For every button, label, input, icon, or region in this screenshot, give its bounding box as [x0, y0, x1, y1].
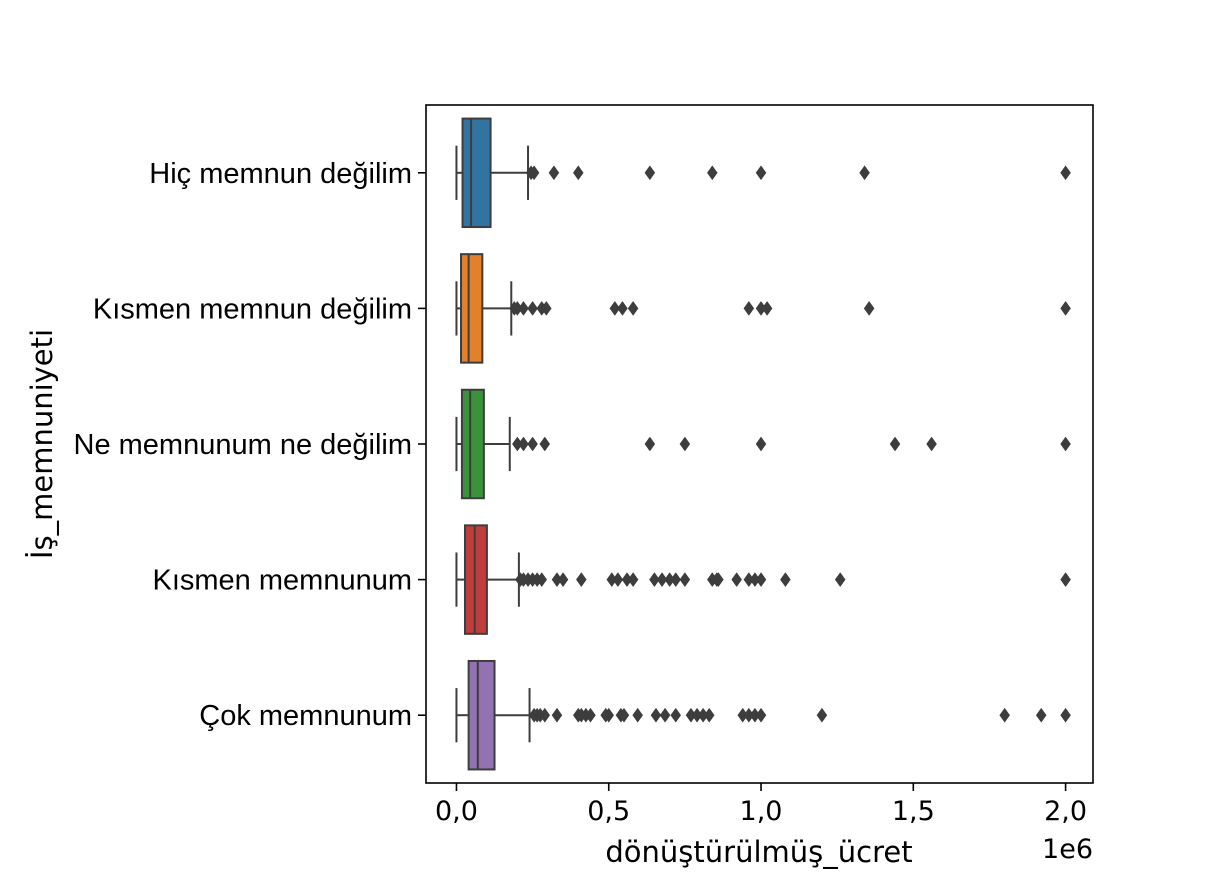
y-axis-title: İş_memnuniyeti: [25, 329, 59, 559]
outlier-point: [618, 707, 630, 723]
outlier-point: [859, 165, 870, 181]
outlier-point: [1060, 165, 1071, 181]
outlier-point: [572, 165, 584, 181]
outlier-point: [834, 572, 846, 588]
x-axis-ticks: 0,0 0,5 1,0 1,5 2,0: [435, 783, 1087, 827]
outlier-point: [632, 707, 643, 723]
outlier-point: [755, 572, 767, 588]
outlier-point: [731, 572, 742, 588]
outlier-point: [540, 300, 552, 316]
outlier-point: [1060, 436, 1071, 452]
outlier-point: [539, 436, 551, 452]
outlier-point: [670, 707, 682, 723]
outlier-point: [706, 165, 718, 181]
box-iqr: [463, 524, 488, 635]
outlier-point: [679, 572, 691, 588]
outlier-point: [999, 707, 1010, 723]
outlier-point: [518, 436, 529, 452]
outlier-point: [713, 572, 724, 588]
box-group-1: [455, 117, 1071, 229]
outlier-point: [576, 572, 587, 588]
outlier-point: [528, 165, 540, 181]
outlier-point: [761, 300, 773, 316]
x-axis-title: dönüştürülmüş_ücret: [605, 835, 912, 869]
box-iqr: [460, 388, 485, 500]
outlier-point: [557, 572, 569, 588]
outlier-point: [743, 300, 755, 316]
x-tick-label: 1,0: [740, 796, 783, 827]
box-group-5: [455, 659, 1071, 771]
x-tick-label: 1,5: [892, 796, 935, 827]
outlier-point: [527, 300, 538, 316]
outlier-point: [627, 572, 639, 588]
outlier-point: [679, 436, 691, 452]
outlier-point: [617, 300, 628, 316]
x-axis-offset-label: 1e6: [1042, 834, 1093, 865]
outlier-point: [889, 436, 901, 452]
outlier-point: [548, 165, 560, 181]
outlier-point: [644, 165, 656, 181]
outlier-point: [551, 707, 563, 723]
outlier-point: [1060, 707, 1071, 723]
outlier-point: [644, 436, 656, 452]
category-label: Çok memnunum: [199, 700, 412, 732]
outlier-point: [656, 572, 668, 588]
outlier-point: [527, 436, 538, 452]
outlier-point: [659, 707, 671, 723]
outlier-point: [670, 572, 682, 588]
y-axis-categories: Hiç memnun değilim Kısmen memnun değilim N…: [74, 158, 426, 732]
box-iqr: [461, 117, 492, 229]
outlier-point: [755, 707, 767, 723]
box-iqr: [460, 253, 484, 364]
plot-area: [455, 117, 1071, 771]
category-label: Kısmen memnunum: [153, 565, 413, 597]
outlier-point: [536, 572, 548, 588]
outlier-point: [926, 436, 937, 452]
outlier-point: [603, 707, 615, 723]
outlier-point: [650, 707, 662, 723]
outlier-point: [863, 300, 875, 316]
category-label: Hiç memnun değilim: [149, 158, 412, 190]
box-iqr: [467, 659, 496, 771]
outlier-point: [649, 572, 660, 588]
outlier-point: [755, 165, 767, 181]
outlier-point: [1035, 707, 1047, 723]
outlier-point: [1060, 572, 1071, 588]
outlier-point: [780, 572, 791, 588]
outlier-point: [612, 572, 624, 588]
outlier-point: [539, 707, 551, 723]
outlier-point: [755, 436, 767, 452]
category-label: Kısmen memnun değilim: [93, 293, 412, 325]
outlier-point: [627, 300, 639, 316]
x-tick-label: 0,5: [587, 796, 630, 827]
outlier-point: [1060, 300, 1071, 316]
outlier-point: [585, 707, 596, 723]
box-group-2: [455, 253, 1071, 364]
box-group-4: [455, 524, 1071, 635]
box-group-3: [455, 388, 1071, 500]
outlier-point: [609, 300, 621, 316]
outlier-point: [703, 707, 715, 723]
outlier-point: [816, 707, 828, 723]
category-label: Ne memnunum ne değilim: [74, 429, 412, 461]
x-tick-label: 2,0: [1044, 796, 1087, 827]
x-tick-label: 0,0: [435, 796, 478, 827]
outlier-point: [518, 300, 529, 316]
